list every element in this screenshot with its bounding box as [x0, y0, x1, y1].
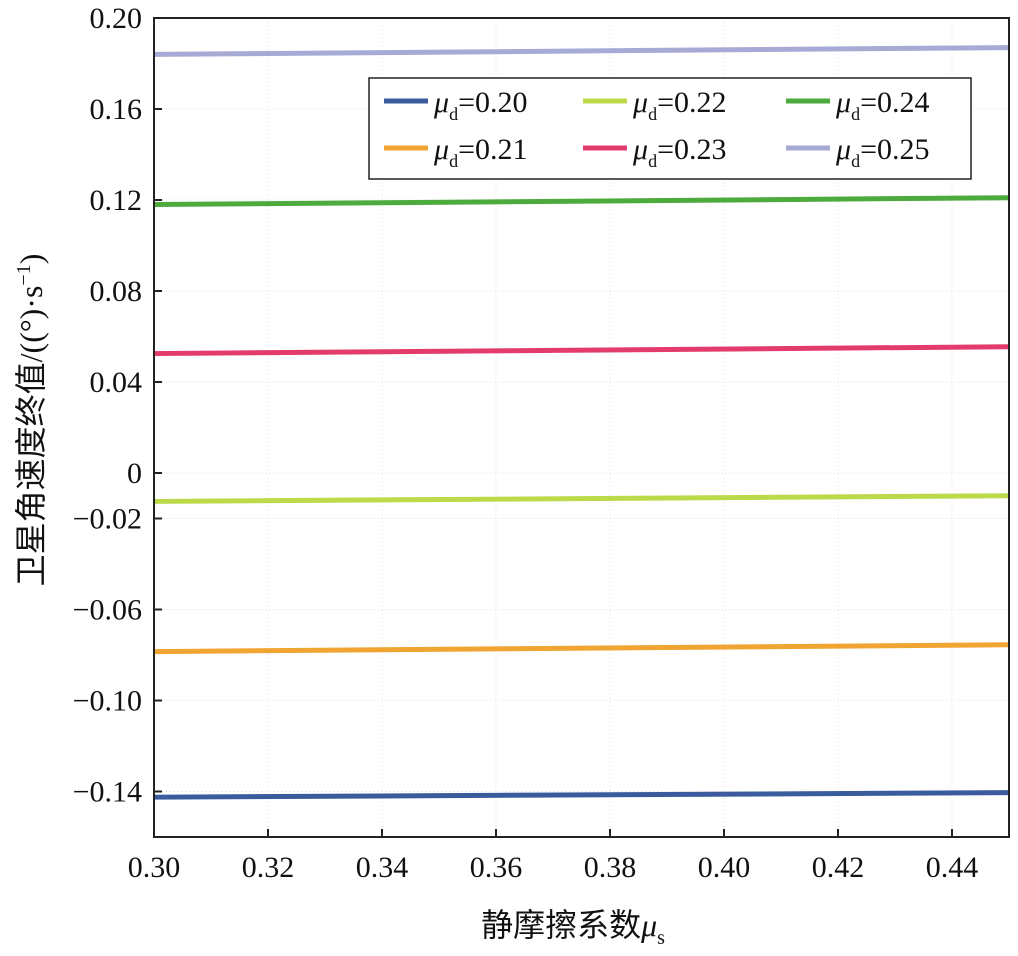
y-axis-label-close: )	[13, 254, 49, 265]
legend-symbol: μ	[835, 133, 851, 166]
legend-value: =0.25	[860, 133, 929, 166]
legend-symbol: μ	[632, 86, 648, 119]
ticks: 0.30 0.32 0.34 0.36 0.38 0.40 0.42 0.44 0.20 0.16…	[73, 2, 979, 884]
x-axis-subscript: s	[657, 927, 665, 949]
x-axis-symbol: μ	[640, 907, 657, 943]
y-tick-label: 0.04	[90, 366, 143, 399]
legend-entry-label: μd=0.25	[835, 133, 929, 171]
legend: μd=0.20μd=0.21μd=0.22μd=0.23μd=0.24μd=0.…	[368, 77, 972, 180]
legend-subscript: d	[648, 151, 657, 171]
series-line	[153, 642, 1010, 655]
legend-entry-label: μd=0.20	[433, 86, 527, 124]
y-tick-label: 0	[127, 457, 142, 490]
legend-entry-label: μd=0.21	[433, 133, 527, 171]
x-tick-label: 0.30	[128, 851, 181, 884]
y-tick-label: 0.20	[90, 2, 143, 35]
legend-entry-label: μd=0.24	[835, 86, 929, 124]
x-tick-label: 0.36	[470, 851, 523, 884]
y-axis-superscript: −1	[13, 264, 35, 285]
y-tick-label: 0.16	[90, 93, 143, 126]
x-tick-label: 0.38	[584, 851, 637, 884]
legend-symbol: μ	[433, 133, 449, 166]
y-tick-label: −0.06	[73, 594, 142, 627]
legend-value: =0.24	[860, 86, 929, 119]
legend-symbol: μ	[835, 86, 851, 119]
legend-value: =0.20	[458, 86, 527, 119]
series-line	[153, 344, 1010, 357]
x-tick-label: 0.32	[242, 851, 295, 884]
legend-value: =0.22	[657, 86, 726, 119]
legend-value: =0.21	[458, 133, 527, 166]
legend-subscript: d	[449, 104, 458, 124]
y-axis-label: 卫星角速度终值/((°)·s	[13, 286, 49, 587]
legend-entry-label: μd=0.23	[632, 133, 726, 171]
y-axis-title: 卫星角速度终值/((°)·s−1)	[13, 254, 49, 587]
y-tick-label: −0.14	[73, 776, 142, 809]
legend-symbol: μ	[632, 133, 648, 166]
y-tick-label: 0.12	[90, 184, 143, 217]
x-axis-title: 静摩擦系数μs	[481, 907, 665, 949]
legend-symbol: μ	[433, 86, 449, 119]
y-tick-label: −0.10	[73, 685, 142, 718]
legend-box	[368, 77, 972, 180]
y-tick-label: 0.08	[90, 275, 143, 308]
series-layer	[153, 45, 1010, 800]
legend-subscript: d	[851, 104, 860, 124]
x-tick-label: 0.44	[926, 851, 979, 884]
y-tick-label: −0.02	[73, 503, 142, 536]
x-axis-label: 静摩擦系数	[481, 907, 641, 943]
x-tick-label: 0.34	[356, 851, 409, 884]
series-line	[153, 493, 1010, 504]
legend-value: =0.23	[657, 133, 726, 166]
series-line	[153, 790, 1010, 800]
legend-subscript: d	[851, 151, 860, 171]
series-line	[153, 45, 1010, 57]
legend-entry-label: μd=0.22	[632, 86, 726, 124]
plot-frame	[153, 17, 1010, 838]
x-tick-label: 0.40	[698, 851, 751, 884]
x-tick-label: 0.42	[812, 851, 865, 884]
legend-subscript: d	[449, 151, 458, 171]
legend-subscript: d	[648, 104, 657, 124]
legend-entries: μd=0.20μd=0.21μd=0.22μd=0.23μd=0.24μd=0.…	[384, 86, 929, 171]
series-line	[153, 195, 1010, 208]
